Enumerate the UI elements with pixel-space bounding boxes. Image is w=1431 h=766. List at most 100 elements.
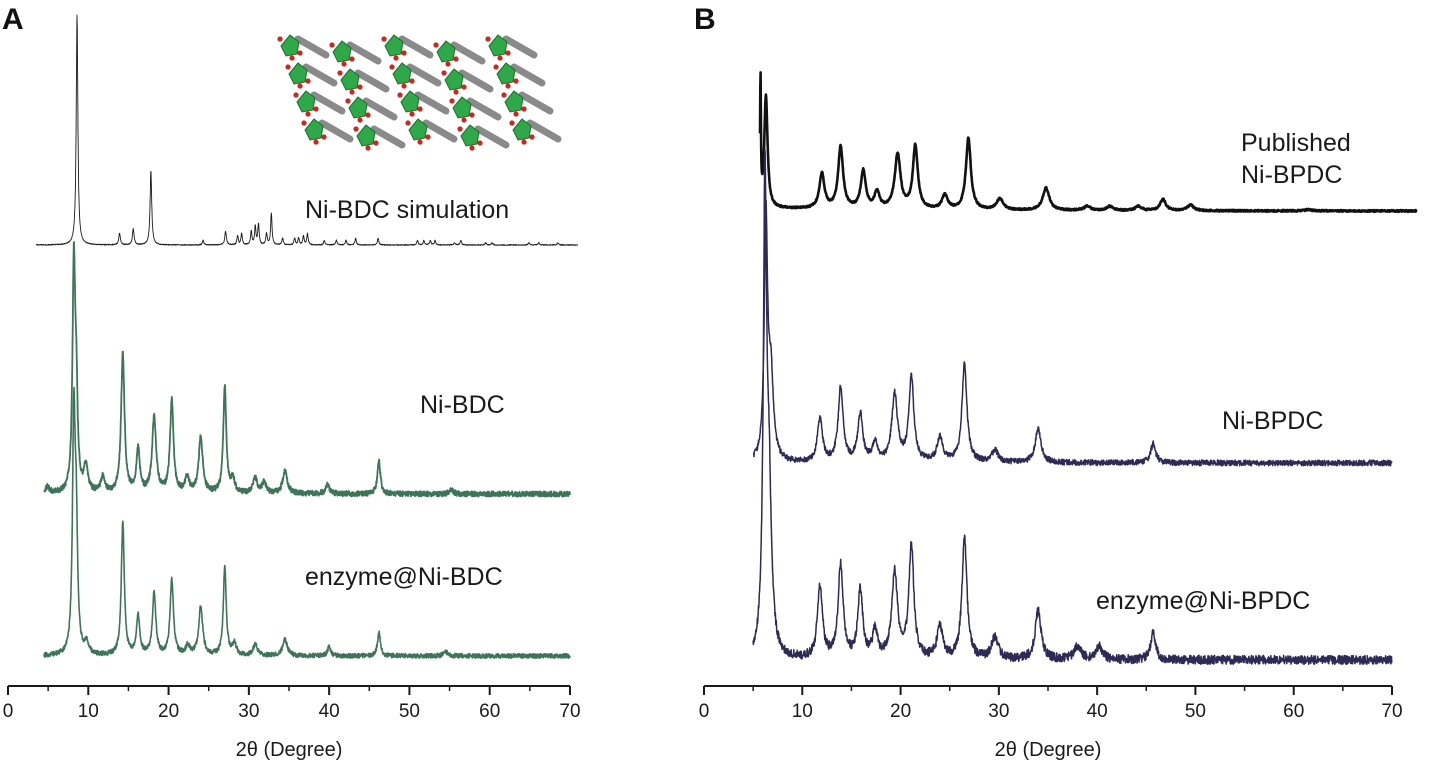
- inset-atom: [513, 78, 519, 84]
- inset-atom: [365, 112, 371, 118]
- inset-atom: [401, 83, 407, 89]
- inset-polyhedron: [280, 34, 300, 57]
- panel-b-traces: [752, 71, 1418, 666]
- inset-atom: [305, 111, 311, 117]
- inset-atom: [341, 61, 347, 67]
- x-tick-label: 30: [988, 701, 1009, 722]
- inset-atom: [441, 70, 447, 76]
- panel-b-x-axis-title: 2θ (Degree): [995, 739, 1102, 761]
- inset-polyhedron: [348, 96, 368, 119]
- inset-atom: [305, 78, 311, 84]
- inset-atom: [469, 112, 475, 118]
- inset-atom: [485, 36, 491, 42]
- inset-atom: [477, 140, 483, 146]
- inset-polyhedron: [304, 118, 324, 141]
- x-tick-label: 20: [158, 701, 179, 722]
- label-ni-bdc: Ni-BDC: [420, 391, 505, 419]
- inset-atom: [497, 55, 503, 61]
- inset-atom: [321, 134, 327, 140]
- inset-atom: [289, 55, 295, 61]
- inset-atom: [417, 106, 423, 112]
- inset-atom: [457, 126, 463, 132]
- inset-polyhedron: [392, 62, 412, 85]
- inset-atom: [405, 120, 411, 126]
- inset-polyhedron: [296, 90, 316, 113]
- inset-atom: [469, 145, 475, 151]
- inset-linker: [458, 69, 494, 93]
- inset-polyhedron: [356, 124, 376, 147]
- inset-atom: [433, 42, 439, 48]
- inset-atom: [521, 106, 527, 112]
- inset-linker: [422, 119, 458, 143]
- inset-polyhedron: [384, 34, 404, 57]
- inset-atom: [397, 92, 403, 98]
- x-tick-label: 20: [890, 701, 911, 722]
- panel-label-a: A: [2, 3, 24, 36]
- inset-atom: [277, 36, 283, 42]
- inset-atom: [529, 134, 535, 140]
- crystal-structure-inset: [272, 28, 572, 153]
- x-tick-label: 0: [3, 701, 14, 722]
- inset-polyhedron: [496, 62, 516, 85]
- x-tick-label: 50: [1185, 701, 1206, 722]
- x-tick-label: 70: [1381, 701, 1402, 722]
- inset-polyhedron: [436, 40, 456, 63]
- inset-atom: [329, 42, 335, 48]
- inset-atom: [453, 56, 459, 62]
- inset-atom: [373, 140, 379, 146]
- x-tick-label: 10: [792, 701, 813, 722]
- inset-linker: [502, 35, 538, 59]
- panel-a-x-axis: 0 10 20 30 40 50 60 70: [3, 685, 581, 722]
- inset-polyhedron: [332, 40, 352, 63]
- inset-atom: [285, 64, 291, 70]
- inset-atom: [297, 83, 303, 89]
- inset-atom: [357, 117, 363, 123]
- inset-atom: [505, 83, 511, 89]
- inset-polyhedron: [504, 90, 524, 113]
- label-ni-bpdc: Ni-BPDC: [1222, 407, 1323, 435]
- inset-linker: [370, 125, 406, 149]
- inset-polyhedron: [512, 118, 532, 141]
- x-tick-label: 50: [399, 701, 420, 722]
- inset-atom: [409, 78, 415, 84]
- inset-linker: [466, 97, 502, 121]
- inset-linker: [526, 119, 562, 143]
- inset-atom: [345, 98, 351, 104]
- x-tick-label: 40: [1087, 701, 1108, 722]
- inset-polyhedron: [460, 124, 480, 147]
- inset-atom: [393, 55, 399, 61]
- inset-atom: [513, 111, 519, 117]
- xrd-trace-ni-bdc: [43, 241, 571, 498]
- xrd-trace-ni-bpdc: [752, 199, 1393, 467]
- label-ni-bdc-simulation: Ni-BDC simulation: [305, 196, 509, 224]
- inset-atom: [493, 64, 499, 70]
- xrd-trace-enzyme-ni-bdc: [43, 386, 571, 659]
- inset-linker: [318, 119, 354, 143]
- inset-atom: [445, 61, 451, 67]
- inset-linker: [354, 69, 390, 93]
- panel-b-x-axis: 0 10 20 30 40 50 60 70: [699, 685, 1403, 722]
- inset-polyhedron: [488, 34, 508, 57]
- inset-atom: [349, 56, 355, 62]
- label-published: Published: [1241, 129, 1351, 157]
- inset-atom: [449, 98, 455, 104]
- inset-linker: [474, 125, 510, 149]
- x-tick-label: 30: [238, 701, 259, 722]
- inset-linker: [518, 91, 554, 115]
- inset-atom: [313, 106, 319, 112]
- inset-atom: [417, 139, 423, 145]
- inset-atom: [365, 145, 371, 151]
- panel-a-traces: [35, 14, 578, 659]
- inset-linker: [302, 63, 338, 87]
- inset-linker: [362, 97, 398, 121]
- label-published-ni-bpdc: Ni-BPDC: [1241, 161, 1342, 189]
- inset-atom: [425, 134, 431, 140]
- panel-label-b: B: [694, 3, 716, 36]
- inset-polyhedron: [288, 62, 308, 85]
- inset-atom: [461, 117, 467, 123]
- inset-atom: [521, 139, 527, 145]
- inset-atom: [357, 84, 363, 90]
- inset-atom: [453, 89, 459, 95]
- inset-atom: [509, 120, 515, 126]
- inset-atom: [313, 139, 319, 145]
